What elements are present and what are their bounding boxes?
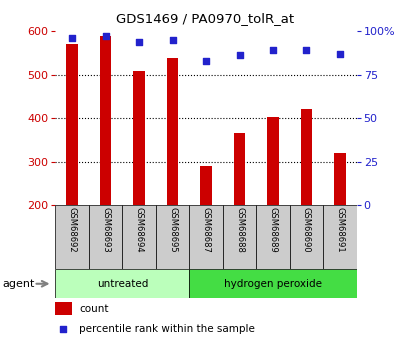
Point — [336, 51, 342, 57]
FancyBboxPatch shape — [322, 205, 356, 269]
Text: percentile rank within the sample: percentile rank within the sample — [79, 324, 255, 334]
Text: untreated: untreated — [97, 279, 148, 289]
FancyBboxPatch shape — [55, 269, 189, 298]
FancyBboxPatch shape — [89, 205, 122, 269]
Point — [135, 39, 142, 44]
Bar — [99, 36, 111, 205]
Bar — [166, 59, 178, 205]
Text: GSM68691: GSM68691 — [335, 207, 344, 253]
Text: GSM68692: GSM68692 — [67, 207, 76, 253]
Bar — [66, 44, 78, 205]
Text: GSM68694: GSM68694 — [134, 207, 143, 253]
FancyBboxPatch shape — [189, 205, 222, 269]
Point — [202, 58, 209, 63]
Text: count: count — [79, 304, 109, 314]
Point — [60, 327, 67, 332]
FancyBboxPatch shape — [155, 205, 189, 269]
Bar — [200, 166, 211, 205]
FancyBboxPatch shape — [289, 205, 322, 269]
Point — [269, 48, 276, 53]
Point — [236, 53, 242, 58]
Text: agent: agent — [2, 279, 34, 289]
Text: GSM68693: GSM68693 — [101, 207, 110, 253]
Point — [102, 33, 109, 39]
Bar — [333, 153, 345, 205]
FancyBboxPatch shape — [55, 205, 89, 269]
Text: GSM68695: GSM68695 — [168, 207, 177, 253]
Text: GSM68689: GSM68689 — [268, 207, 277, 253]
Bar — [267, 117, 278, 205]
Point — [169, 37, 175, 42]
Text: GSM68690: GSM68690 — [301, 207, 310, 253]
Text: GSM68687: GSM68687 — [201, 207, 210, 253]
FancyBboxPatch shape — [189, 269, 356, 298]
Point — [302, 48, 309, 53]
Text: GDS1469 / PA0970_tolR_at: GDS1469 / PA0970_tolR_at — [116, 12, 293, 25]
FancyBboxPatch shape — [222, 205, 256, 269]
Bar — [233, 132, 245, 205]
Bar — [133, 71, 144, 205]
FancyBboxPatch shape — [122, 205, 155, 269]
FancyBboxPatch shape — [256, 205, 289, 269]
Bar — [55, 302, 72, 315]
Bar — [300, 109, 312, 205]
Text: GSM68688: GSM68688 — [234, 207, 243, 253]
Point — [69, 35, 75, 41]
Text: hydrogen peroxide: hydrogen peroxide — [223, 279, 321, 289]
